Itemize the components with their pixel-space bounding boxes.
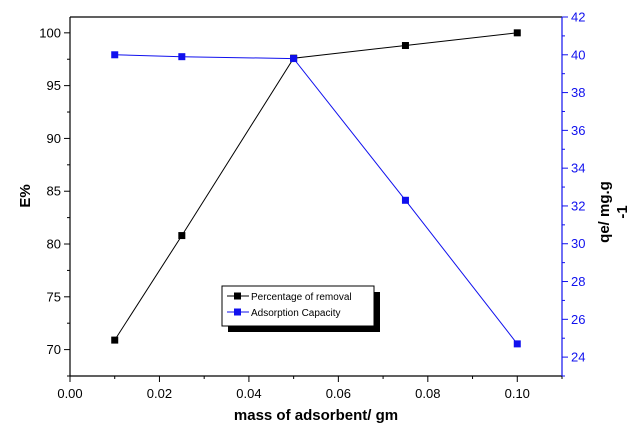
left-y-axis-ticks: 70 75 80 85 90 95 100 — [39, 25, 70, 377]
legend-item-capacity: Adsorption Capacity — [227, 308, 341, 319]
x-tick-label: 0.04 — [236, 386, 261, 401]
right-y-tick-label: 26 — [571, 312, 585, 327]
data-point-1 — [111, 51, 119, 59]
left-y-tick-label: 90 — [47, 131, 61, 146]
right-y-tick-label: 38 — [571, 85, 585, 100]
legend-box — [221, 285, 375, 327]
right-y-tick-label: 36 — [571, 123, 585, 138]
right-y-tick-label: 30 — [571, 236, 585, 251]
right-y-tick-label: 32 — [571, 198, 585, 213]
data-point-0 — [513, 29, 521, 37]
legend-label-capacity: Adsorption Capacity — [251, 308, 341, 319]
left-y-tick-label: 85 — [47, 184, 61, 199]
x-axis-title: mass of adsorbent/ gm — [234, 407, 398, 424]
x-tick-label: 0.08 — [415, 386, 440, 401]
x-tick-label: 0.10 — [505, 386, 530, 401]
left-y-tick-label: 80 — [47, 237, 61, 252]
x-tick-label: 0.06 — [326, 386, 351, 401]
legend: Percentage of removal Adsorption Capacit… — [221, 285, 380, 332]
right-y-axis-title-line1: qe/ mg.g — [596, 181, 613, 243]
left-y-tick-label: 100 — [39, 25, 61, 40]
right-y-axis-ticks: 24 26 28 30 32 34 36 38 40 42 — [562, 10, 585, 377]
data-point-0 — [111, 336, 119, 344]
right-y-tick-label: 28 — [571, 274, 585, 289]
series-layer — [111, 29, 521, 348]
data-point-1 — [513, 340, 521, 348]
data-point-1 — [290, 55, 298, 63]
right-y-tick-label: 34 — [571, 161, 585, 176]
data-point-0 — [401, 42, 409, 50]
legend-marker-capacity — [234, 308, 241, 316]
right-y-tick-label: 24 — [571, 350, 585, 365]
data-point-1 — [401, 196, 409, 204]
x-axis-ticks: 0.00 0.02 0.04 0.06 0.08 0.10 — [57, 376, 563, 401]
left-y-tick-label: 75 — [47, 289, 61, 304]
x-tick-label: 0.00 — [57, 386, 82, 401]
right-y-tick-label: 40 — [571, 47, 585, 62]
x-tick-label: 0.02 — [147, 386, 172, 401]
data-point-0 — [178, 232, 186, 240]
data-point-1 — [178, 53, 186, 61]
legend-label-removal: Percentage of removal — [251, 292, 352, 303]
right-y-axis-title-line2: -1 — [614, 205, 629, 218]
legend-marker-removal — [234, 292, 241, 300]
right-y-tick-label: 42 — [571, 10, 585, 25]
left-y-tick-label: 95 — [47, 78, 61, 93]
left-y-axis-title: E% — [17, 184, 34, 207]
legend-item-removal: Percentage of removal — [227, 292, 352, 303]
left-y-tick-label: 70 — [47, 342, 61, 357]
